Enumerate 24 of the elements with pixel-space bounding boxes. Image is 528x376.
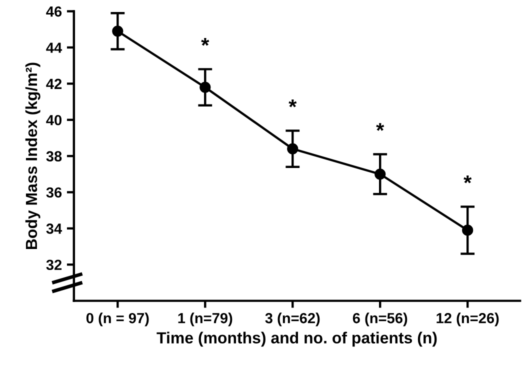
x-tick-label: 12 (n=26) — [436, 312, 499, 326]
x-tick-label: 0 (n = 97) — [86, 312, 149, 326]
y-tick-label: 40 — [46, 114, 62, 126]
y-tick-label: 42 — [46, 78, 62, 89]
point — [287, 143, 298, 154]
point — [112, 26, 124, 37]
annotation: * — [376, 123, 384, 131]
y-tick-label: 32 — [46, 260, 62, 270]
x-tick-label: 1 (n=79) — [178, 312, 232, 326]
x-axis-title: Time (months) and no. of patients (n) — [156, 332, 437, 347]
point — [462, 224, 474, 236]
annotation: * — [288, 100, 297, 108]
y-tick-label: 34 — [46, 224, 62, 234]
y-axis-title: Body Mass Index (kg/m²) — [25, 62, 40, 250]
annotation: * — [464, 176, 472, 184]
x-tick-label: 3 (n=62) — [265, 312, 320, 326]
annotation: * — [201, 38, 210, 46]
point — [374, 168, 386, 180]
x-tick-label: 6 (n=56) — [352, 312, 408, 326]
y-tick-label: 44 — [46, 42, 62, 53]
y-tick-label: 38 — [46, 151, 62, 162]
y-tick-label: 46 — [46, 6, 62, 17]
point — [200, 82, 211, 93]
y-tick-label: 36 — [46, 187, 62, 198]
